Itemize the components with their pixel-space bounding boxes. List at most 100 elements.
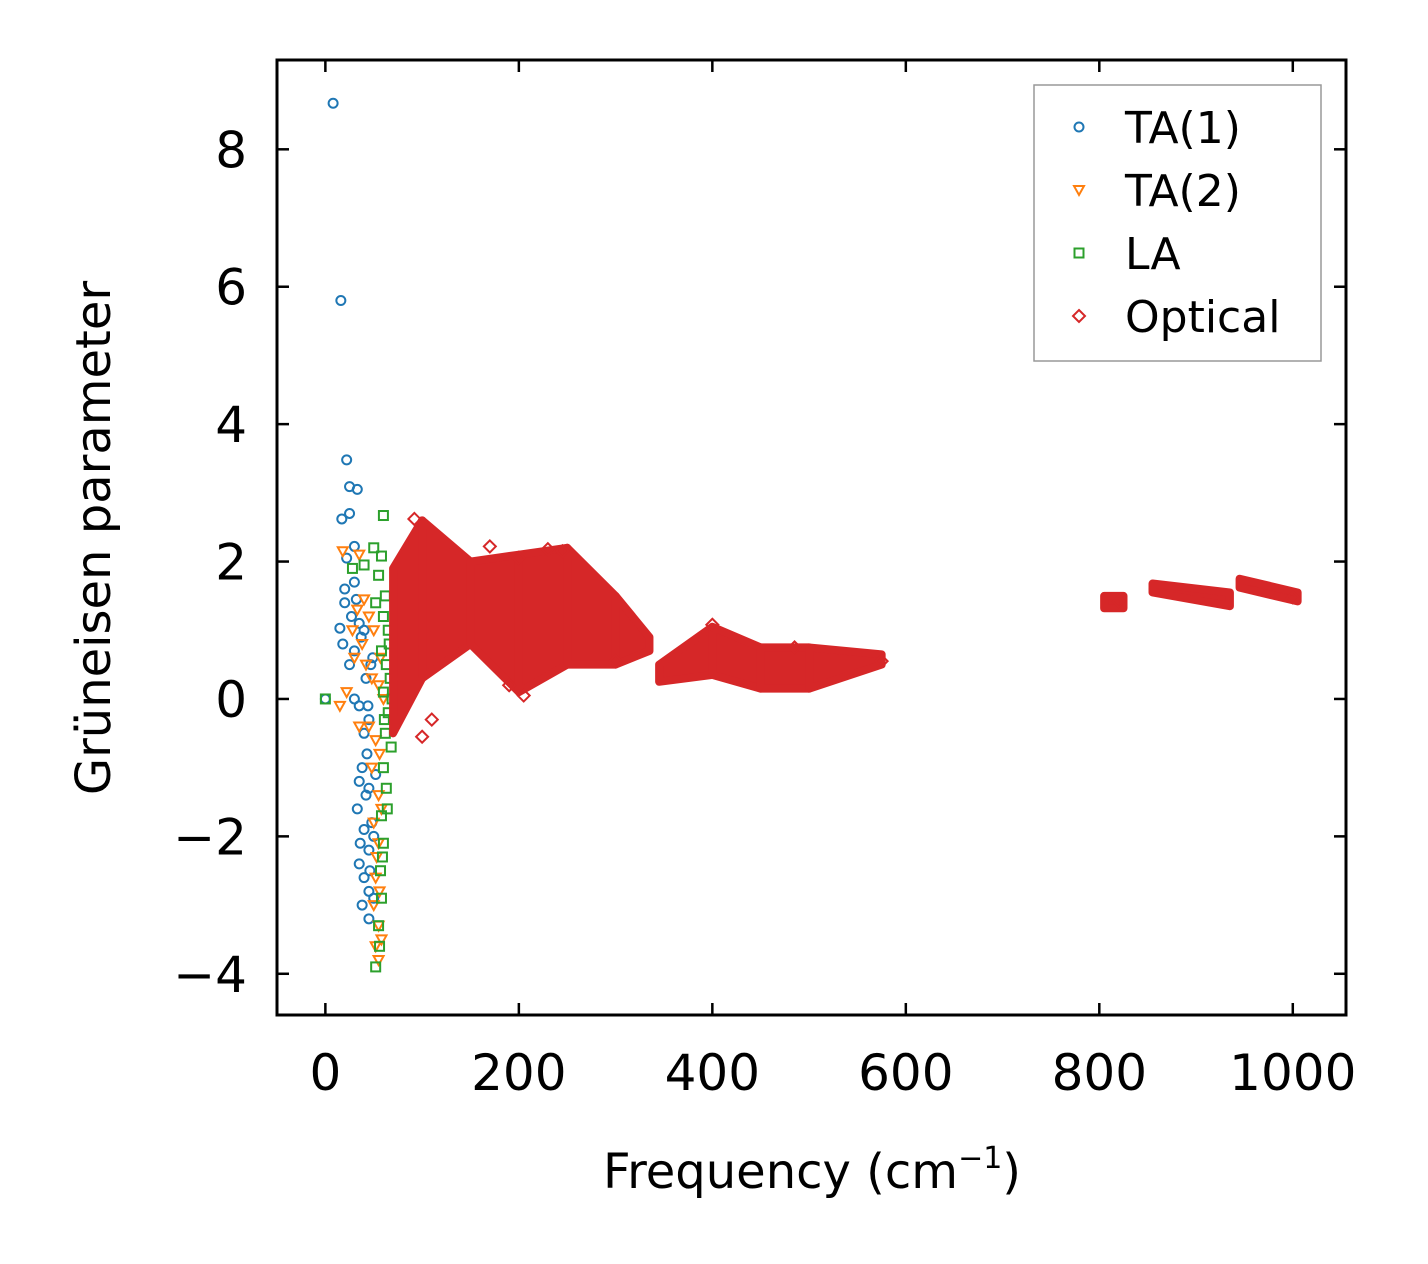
data-point (378, 714, 390, 726)
data-point (516, 688, 532, 703)
data-point (348, 576, 360, 588)
data-point (362, 700, 374, 712)
data-point (375, 865, 387, 877)
data-point (554, 543, 570, 559)
legend-marker (1073, 121, 1085, 133)
data-point (369, 851, 384, 865)
y-tick-label: −4 (173, 946, 247, 1004)
legend-marker (1072, 185, 1086, 198)
data-point (357, 594, 371, 607)
data-point (351, 483, 363, 495)
data-point (375, 810, 387, 822)
data-point (874, 653, 890, 669)
data-point (380, 782, 392, 794)
data-point (362, 611, 376, 624)
y-tick-label: 6 (215, 259, 247, 317)
data-point (355, 631, 367, 643)
data-point (375, 550, 387, 562)
data-point (372, 748, 387, 761)
data-point (787, 640, 802, 655)
data-point (346, 562, 358, 574)
data-point (424, 712, 440, 727)
data-point (341, 552, 353, 564)
data-point (373, 920, 385, 932)
data-point (377, 762, 389, 774)
data-point (370, 961, 382, 973)
data-point (375, 645, 387, 657)
y-tick-label: 8 (215, 121, 247, 179)
legend-label: LA (1125, 229, 1181, 280)
data-point (358, 559, 370, 571)
series-optical (389, 511, 1302, 745)
data-point (377, 686, 389, 698)
data-point (371, 955, 386, 968)
data-point (414, 729, 430, 745)
data-point (371, 790, 386, 803)
data-point (374, 803, 389, 816)
data-point (361, 748, 373, 760)
data-point (348, 645, 360, 657)
data-point (358, 872, 370, 884)
data-point (360, 789, 372, 801)
data-point (365, 673, 379, 686)
y-tick-label: 4 (215, 396, 247, 454)
x-tick-label: 400 (665, 1044, 760, 1102)
legend-items: TA(1) TA(2) LA Optical (1071, 103, 1280, 343)
data-point (370, 597, 382, 609)
data-point (339, 597, 351, 609)
y-tick-label: −2 (173, 808, 247, 866)
data-point (327, 97, 339, 109)
data-point (372, 886, 387, 899)
data-point (337, 638, 349, 650)
data-point (367, 817, 381, 830)
data-point (339, 583, 351, 595)
legend-marker (1073, 247, 1085, 259)
data-point (336, 546, 350, 559)
data-point (319, 693, 331, 705)
data-point (339, 687, 354, 700)
optical-band (514, 543, 572, 697)
data-point (362, 721, 376, 734)
data-point (373, 569, 385, 581)
data-point (370, 769, 382, 781)
data-point (368, 892, 380, 904)
data-point (352, 549, 366, 562)
data-point (374, 934, 389, 947)
legend-label: TA(2) (1124, 166, 1241, 217)
data-point (336, 513, 348, 525)
data-point (377, 837, 389, 849)
x-tick-label: 800 (1052, 1044, 1147, 1102)
data-point (363, 844, 375, 856)
data-point (353, 775, 365, 787)
data-point (356, 762, 368, 774)
optical-band (756, 643, 814, 693)
data-marks (319, 97, 1302, 973)
data-point (351, 803, 363, 815)
x-tick-label: 0 (309, 1044, 341, 1102)
data-point (345, 625, 360, 638)
axis-ticks: 0 200 400 600 800 1000 −4 −2 0 2 4 6 8 (173, 60, 1356, 1102)
data-point (344, 507, 356, 519)
data-point (345, 611, 357, 623)
optical-band (611, 591, 654, 669)
data-point (1111, 593, 1127, 609)
data-point (367, 900, 381, 913)
x-tick-label: 1000 (1229, 1044, 1356, 1102)
data-point (375, 892, 387, 904)
series-ta-1- (319, 97, 382, 925)
x-tick-label: 200 (471, 1044, 566, 1102)
data-point (344, 659, 356, 671)
data-point (350, 604, 364, 617)
data-point (365, 762, 379, 775)
legend: TA(1) TA(2) LA Optical (1033, 84, 1322, 362)
data-point (341, 454, 353, 466)
data-point (333, 700, 347, 713)
data-point (381, 803, 393, 815)
series-ta-2- (333, 546, 391, 968)
data-point (377, 611, 389, 623)
data-point (374, 940, 386, 952)
data-point (354, 837, 366, 849)
legend-label: Optical (1125, 292, 1280, 343)
data-point (363, 913, 375, 925)
